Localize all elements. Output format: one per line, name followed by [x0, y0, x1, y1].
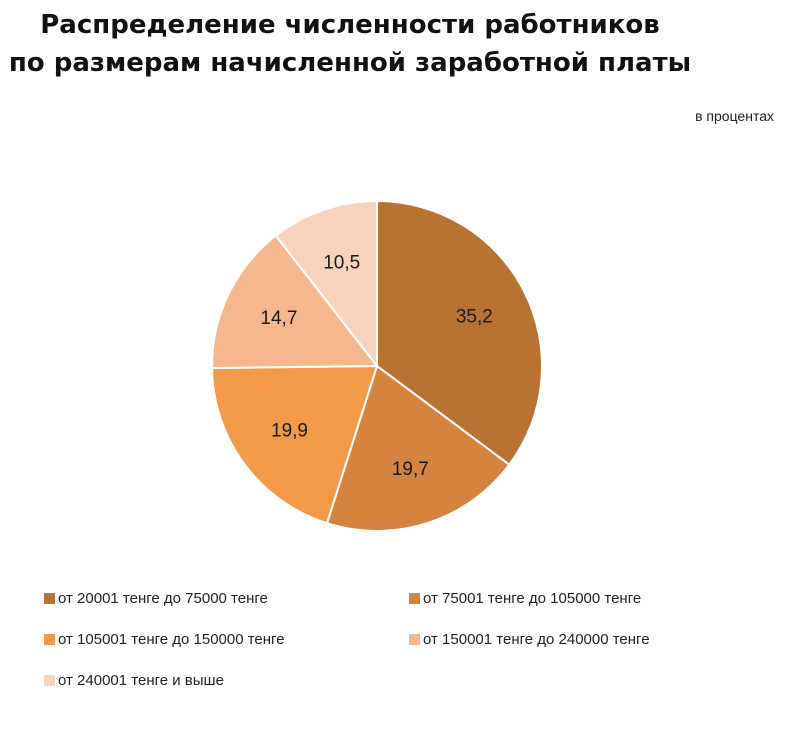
slice-value-label-3: 19,9: [271, 420, 308, 441]
legend-label-1: от 20001 тенге до 75000 тенге: [58, 590, 268, 607]
legend-swatch-5: [44, 675, 55, 686]
legend-label-2: от 75001 тенге до 105000 тенге: [423, 590, 642, 607]
slice-value-label-2: 19,7: [392, 459, 429, 480]
pie-slice-1: [376, 199, 543, 467]
pie-slice-3: [210, 364, 379, 525]
legend-item-4: от 150001 тенге до 240000 тенге: [409, 631, 650, 648]
legend-item-2: от 75001 тенге до 105000 тенге: [409, 590, 641, 607]
legend-label-5: от 240001 тенге и выше: [58, 672, 224, 689]
legend-item-5: от 240001 тенге и выше: [44, 672, 224, 689]
legend-label-3: от 105001 тенге до 150000 тенге: [58, 631, 285, 648]
legend-swatch-2: [409, 593, 420, 604]
pie-slice-4: [211, 234, 380, 370]
slice-value-label-4: 14,7: [260, 308, 297, 329]
legend-item-3: от 105001 тенге до 150000 тенге: [44, 631, 285, 648]
pie-slice-5: [274, 199, 378, 369]
legend-swatch-4: [409, 634, 420, 645]
chart-title: Распределение численности работников по …: [0, 6, 700, 82]
slice-value-label-1: 35,2: [456, 307, 493, 328]
pie-slice-2: [325, 364, 511, 532]
legend-item-1: от 20001 тенге до 75000 тенге: [44, 590, 268, 607]
legend-swatch-1: [44, 593, 55, 604]
legend-label-4: от 150001 тенге до 240000 тенге: [423, 631, 650, 648]
units-note: в процентах: [695, 108, 774, 124]
chart-title-line-2: по размерам начисленной заработной платы: [8, 48, 692, 78]
chart-title-line-1: Распределение численности работников: [40, 10, 660, 40]
legend-swatch-3: [44, 634, 55, 645]
slice-value-label-5: 10,5: [323, 252, 360, 273]
